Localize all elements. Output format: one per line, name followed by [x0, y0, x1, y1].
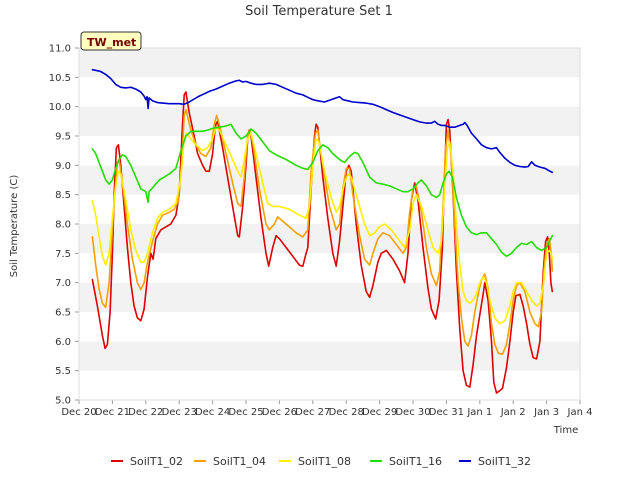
- y-tick-label: 6.5: [55, 308, 71, 319]
- y-tick-label: 9.0: [55, 161, 71, 172]
- legend: SoilT1_02 SoilT1_04 SoilT1_08 SoilT1_16 Soil…: [111, 455, 531, 468]
- x-tick-label: Dec 21: [95, 407, 130, 418]
- x-tick-label: Jan 4: [567, 407, 593, 418]
- chart-title: Soil Temperature Set 1: [245, 4, 393, 19]
- x-tick-label: Dec 31: [429, 407, 464, 418]
- station-badge: TW_met: [80, 31, 142, 51]
- x-tick-label: Dec 24: [195, 407, 230, 418]
- grid-band: [79, 77, 580, 107]
- y-tick-label: 10.0: [49, 102, 71, 113]
- x-tick-label: Dec 27: [295, 407, 330, 418]
- grid-band: [79, 253, 580, 283]
- x-tick-label: Dec 26: [262, 407, 297, 418]
- legend-label: SoilT1_02: [130, 455, 183, 468]
- y-axis-label: Soil Temperature (C): [9, 175, 20, 278]
- grid-band: [79, 194, 580, 224]
- series-line-soilt1-02: [91, 91, 554, 394]
- y-axis-ticks: 5.0 5.5 6.0 6.5 7.0 7.5 8.0 8.5 9.0 9.5 10.0 10.5 11…: [49, 44, 79, 407]
- y-tick-label: 10.5: [49, 73, 71, 84]
- y-tick-label: 7.5: [55, 249, 71, 260]
- grid-band: [79, 48, 580, 78]
- x-tick-label: Dec 23: [162, 407, 197, 418]
- grid-band: [79, 282, 580, 312]
- legend-label: SoilT1_08: [298, 455, 351, 468]
- x-tick-label: Jan 2: [500, 407, 526, 418]
- x-tick-label: Dec 20: [61, 407, 96, 418]
- legend-label: SoilT1_16: [389, 455, 442, 468]
- x-tick-label: Dec 30: [395, 407, 430, 418]
- y-tick-label: 11.0: [49, 44, 71, 55]
- y-tick-label: 7.0: [55, 278, 71, 289]
- x-tick-label: Jan 3: [533, 407, 559, 418]
- grid-band: [79, 370, 580, 400]
- grid-band: [79, 106, 580, 136]
- x-tick-label: Dec 22: [128, 407, 163, 418]
- x-tick-label: Dec 29: [362, 407, 397, 418]
- series-line-soilt1-08: [91, 126, 554, 325]
- grid-band: [79, 312, 580, 342]
- series-lines: [91, 68, 554, 394]
- x-tick-label: Dec 25: [228, 407, 263, 418]
- y-tick-label: 5.5: [55, 366, 71, 377]
- y-tick-label: 6.0: [55, 337, 71, 348]
- x-axis-label: Time: [553, 425, 578, 436]
- plot-frame: [78, 47, 581, 401]
- legend-label: SoilT1_04: [213, 455, 266, 468]
- y-tick-label: 5.0: [55, 396, 71, 407]
- y-tick-label: 9.5: [55, 132, 71, 143]
- legend-label: SoilT1_32: [478, 455, 531, 468]
- series-line-soilt1-32: [91, 68, 554, 174]
- y-tick-label: 8.5: [55, 190, 71, 201]
- badge-label: TW_met: [87, 36, 136, 49]
- x-tick-label: Jan 1: [466, 407, 492, 418]
- y-tick-label: 8.0: [55, 220, 71, 231]
- grid-band: [79, 341, 580, 371]
- badge-box: [80, 31, 142, 51]
- x-tick-label: Dec 28: [329, 407, 364, 418]
- series-line-soilt1-16: [91, 123, 554, 258]
